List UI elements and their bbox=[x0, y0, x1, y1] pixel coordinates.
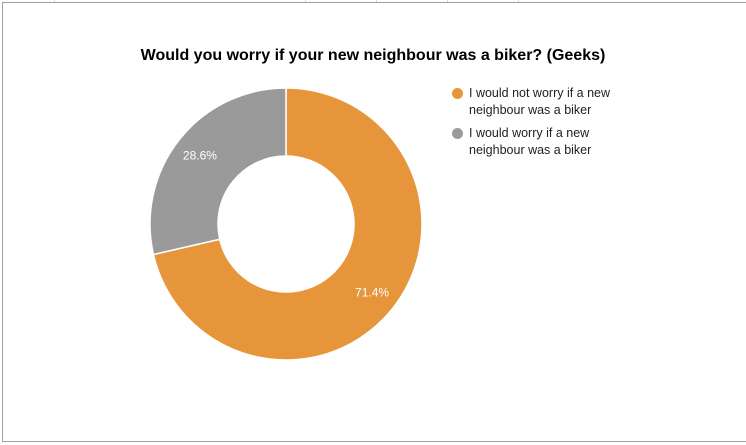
sheet-gridline bbox=[518, 0, 519, 3]
donut-slice[interactable] bbox=[149, 87, 287, 256]
sheet-gridline bbox=[305, 0, 306, 3]
donut-slices bbox=[149, 87, 423, 361]
chart-title: Would you worry if your new neighbour wa… bbox=[140, 47, 606, 64]
sheet-gridline bbox=[54, 0, 55, 3]
legend-label: I would not worry if a new neighbour was… bbox=[469, 86, 611, 117]
donut-slice[interactable] bbox=[152, 87, 423, 361]
slice-value-label: 71.4% bbox=[355, 286, 389, 300]
legend-swatch-circle-icon bbox=[452, 128, 463, 139]
sheet-gridline bbox=[447, 0, 448, 3]
chart-legend: I would not worry if a new neighbour was… bbox=[452, 85, 622, 165]
legend-swatch-circle-icon bbox=[452, 88, 463, 99]
slice-labels: 71.4% 28.6% bbox=[183, 148, 389, 299]
legend-label: I would worry if a new neighbour was a b… bbox=[469, 126, 592, 157]
sheet-gridline bbox=[376, 0, 377, 3]
legend-item-worry[interactable]: I would worry if a new neighbour was a b… bbox=[452, 125, 622, 159]
slice-value-label: 28.6% bbox=[183, 148, 217, 162]
legend-item-not-worry[interactable]: I would not worry if a new neighbour was… bbox=[452, 85, 622, 119]
